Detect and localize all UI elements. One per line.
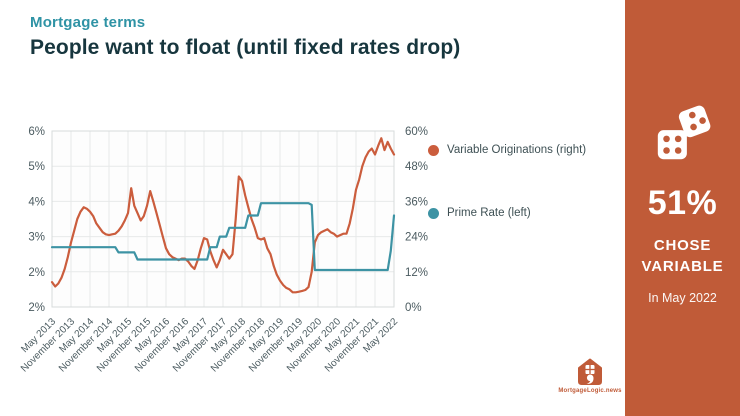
dice-icon <box>657 105 710 160</box>
axis-label-right: 48% <box>405 161 428 173</box>
stat-label-line1: CHOSE <box>653 237 712 254</box>
house-logo-icon <box>578 358 602 385</box>
axis-label-right: 60% <box>405 126 428 138</box>
stat-subtitle: In May 2022 <box>648 291 717 305</box>
page-title: People want to float (until fixed rates … <box>30 36 461 59</box>
legend-item-prime-rate: Prime Rate (left) <box>428 207 531 219</box>
stat-label-line2: VARIABLE <box>641 258 724 275</box>
stat-sidebar: 51% CHOSE VARIABLE In May 2022 <box>625 0 740 416</box>
brand-footer: MortgageLogic.news <box>552 358 628 404</box>
axis-label-right: 0% <box>405 302 422 314</box>
axis-label-left: 6% <box>28 126 45 138</box>
brand-name: MortgageLogic.news <box>558 388 622 394</box>
stat-number: 51% <box>647 184 718 222</box>
series-line-prime-rate-left <box>50 202 396 272</box>
axis-label-right: 24% <box>405 232 428 244</box>
stat-label: CHOSE VARIABLE <box>642 235 724 277</box>
axis-label-left: 5% <box>28 161 45 173</box>
kicker: Mortgage terms <box>30 14 146 31</box>
legend-dot-orange-icon <box>428 144 439 156</box>
legend-item-variable-originations: Variable Originations (right) <box>428 144 586 156</box>
axis-label-right: 36% <box>405 196 428 208</box>
axis-label-left: 2% <box>28 302 45 314</box>
line-chart: 6% 60%5% 48%4% 36%3% 24%2% 12%2% 0%May 2013Nov… <box>19 126 428 374</box>
legend-label-variable: Variable Originations (right) <box>447 144 587 156</box>
axis-label-right: 12% <box>405 267 428 279</box>
axis-label-left: 4% <box>28 196 45 208</box>
series-line-variable-originations-right <box>50 137 396 294</box>
chart-area: 6% 60% 5% 48% 4% 36% 3% 24% 2% 12% 2% 0% May 2013 Nov… <box>19 118 434 382</box>
legend-dot-teal-icon <box>428 207 439 219</box>
axis-label-left: 3% <box>28 232 45 244</box>
axis-label-left: 2% <box>28 267 45 279</box>
legend-label-prime: Prime Rate (left) <box>447 207 531 219</box>
